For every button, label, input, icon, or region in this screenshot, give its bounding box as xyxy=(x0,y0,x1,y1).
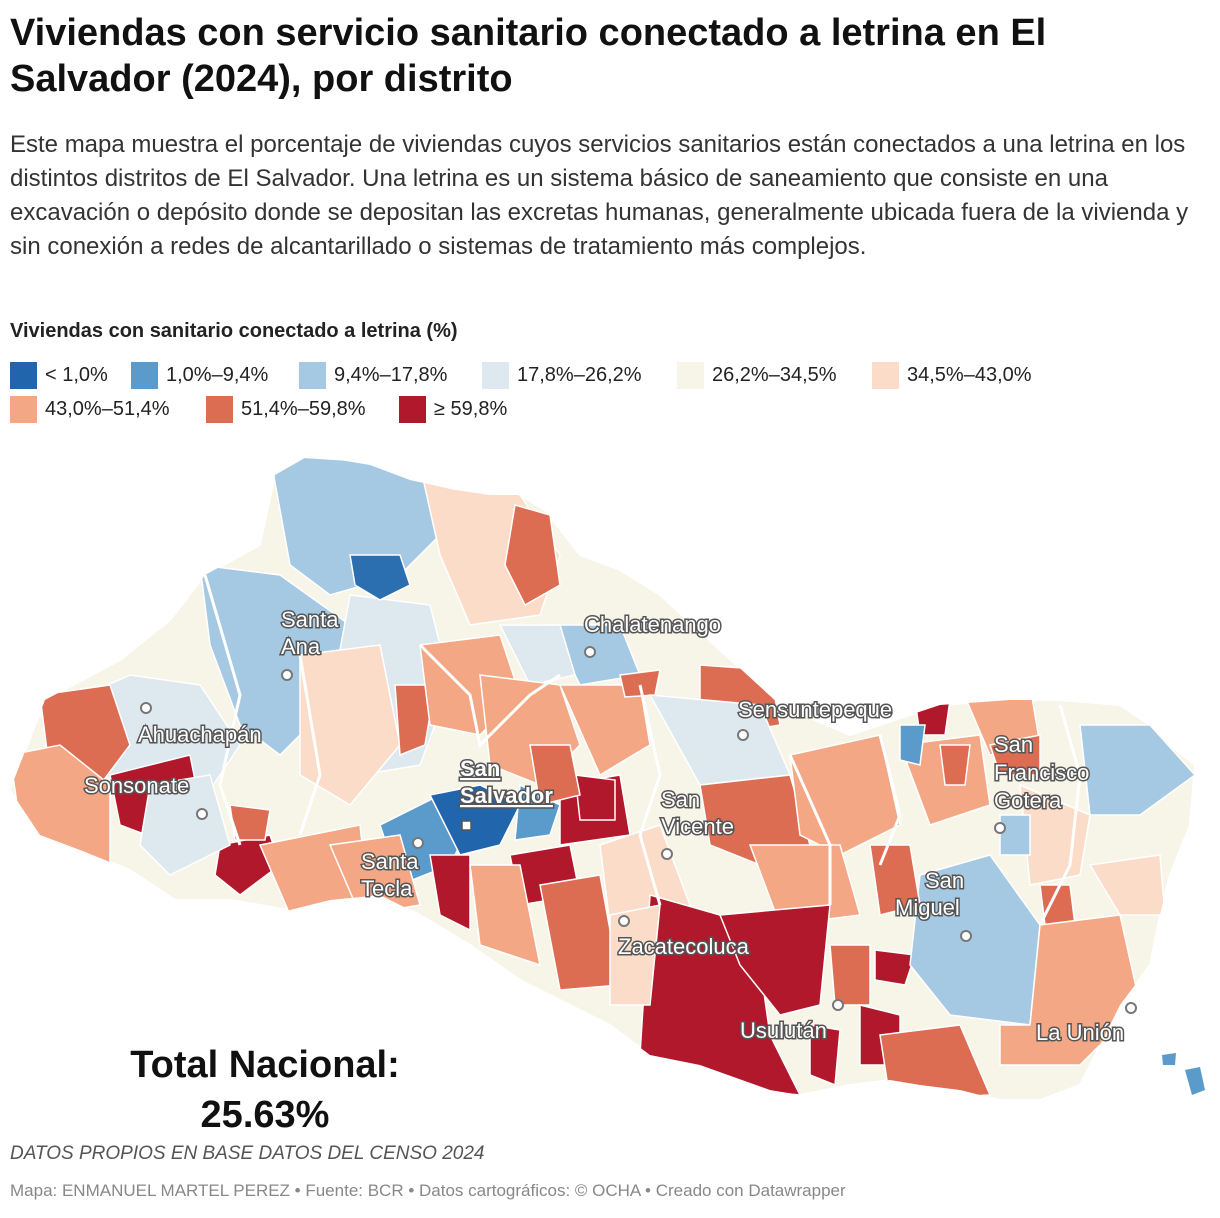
department-boundary xyxy=(638,684,662,906)
city-label-sensuntepeque: Sensuntepeque xyxy=(738,697,892,722)
total-value: 25.63% xyxy=(200,1094,330,1136)
el-salvador-map: Santa Ana Chalatenango Ahuachapán Sensunt… xyxy=(8,453,1205,1101)
legend-swatch xyxy=(872,361,899,389)
district-region xyxy=(789,734,901,856)
city-label-san-vicente: San Vicente xyxy=(661,787,734,839)
city-label-chalatenango: Chalatenango xyxy=(584,612,721,637)
district-region xyxy=(939,744,971,786)
district-region xyxy=(879,1024,992,1100)
district-region xyxy=(349,554,411,601)
district-region xyxy=(619,669,661,698)
city-marker xyxy=(281,669,293,681)
legend-item: ≥ 59,8% xyxy=(399,394,507,424)
legend-swatch xyxy=(299,361,326,389)
city-label-ahuachapan: Ahuachapán xyxy=(138,722,262,747)
district-region xyxy=(428,784,522,856)
city-label-usulutan: Usulután xyxy=(740,1018,827,1043)
legend-swatch xyxy=(131,361,158,389)
district-region xyxy=(718,904,831,1016)
city-label-san-salvador: San Salvador xyxy=(460,756,553,808)
district-region xyxy=(328,834,421,916)
district-region xyxy=(504,504,561,607)
city-label-san-miguel: San Miguel xyxy=(895,868,964,920)
legend-item: 43,0%–51,4% xyxy=(10,394,170,424)
city-marker xyxy=(832,999,844,1011)
legend-swatch xyxy=(10,361,37,389)
district-region xyxy=(829,944,871,1006)
city-marker xyxy=(960,930,972,942)
city-marker xyxy=(737,729,749,741)
legend-label: ≥ 59,8% xyxy=(434,397,508,420)
legend-item: 9,4%–17,8% xyxy=(299,360,447,390)
district-region xyxy=(899,724,926,766)
district-region xyxy=(989,734,1041,776)
department-boundary xyxy=(1038,704,1082,926)
city-label-santa-tecla: Santa Tecla xyxy=(361,849,419,901)
city-label-san-francisco-gotera: San Francisco Gotera xyxy=(994,732,1089,813)
legend-label: < 1,0% xyxy=(45,363,108,386)
legend-item: 26,2%–34,5% xyxy=(677,360,837,390)
department-boundary xyxy=(298,654,322,836)
district-region xyxy=(429,854,471,932)
legend-swatch xyxy=(206,395,233,423)
chart-description: Este mapa muestra el porcentaje de vivie… xyxy=(10,131,1189,260)
city-marker xyxy=(994,822,1006,834)
district-region xyxy=(299,644,401,806)
legend-label: 1,0%–9,4% xyxy=(166,363,269,386)
legend-label: 26,2%–34,5% xyxy=(712,363,837,386)
city-marker xyxy=(196,808,208,820)
city-label-zacatecoluca: Zacatecoluca xyxy=(618,934,750,959)
total-nacional: Total Nacional: 25.63% xyxy=(105,1040,425,1140)
capital-marker xyxy=(461,820,472,831)
district-region xyxy=(498,624,576,686)
department-boundary xyxy=(878,734,902,866)
district-region xyxy=(874,949,917,986)
source-note: DATOS PROPIOS EN BASE DATOS DEL CENSO 20… xyxy=(10,1143,485,1164)
department-boundary xyxy=(418,643,561,749)
city-marker xyxy=(618,915,630,927)
legend-label: 9,4%–17,8% xyxy=(334,363,448,386)
legend-item: < 1,0% xyxy=(10,360,108,390)
total-label: Total Nacional: xyxy=(130,1044,400,1086)
district-region xyxy=(469,864,541,967)
legend-title: Viviendas con sanitario conectado a letr… xyxy=(10,320,458,342)
city-label-la-union: La Unión xyxy=(1036,1020,1124,1045)
city-marker xyxy=(661,848,673,860)
legend-swatch xyxy=(10,395,37,423)
district-region xyxy=(748,844,861,926)
chart-title: Viviendas con servicio sanitario conecta… xyxy=(10,12,1047,100)
city-label-santa-ana: Santa Ana xyxy=(281,607,339,659)
department-boundary xyxy=(788,754,832,905)
legend-label: 43,0%–51,4% xyxy=(45,397,170,420)
district-region xyxy=(809,1024,841,1087)
department-boundary xyxy=(203,574,242,846)
legend-label: 17,8%–26,2% xyxy=(517,363,642,386)
footer-credits: Mapa: ENMANUEL MARTEL PEREZ • Fuente: BC… xyxy=(10,1181,846,1200)
legend-item: 17,8%–26,2% xyxy=(482,360,642,390)
island xyxy=(1185,1067,1205,1095)
city-marker xyxy=(584,646,596,658)
legend-swatch xyxy=(482,361,509,389)
legend-label: 34,5%–43,0% xyxy=(907,363,1032,386)
city-marker xyxy=(412,837,424,849)
city-marker xyxy=(140,702,152,714)
district-region xyxy=(574,774,616,821)
district-region xyxy=(999,814,1031,856)
legend-label: 51,4%–59,8% xyxy=(241,397,366,420)
legend-item: 1,0%–9,4% xyxy=(131,360,268,390)
district-region xyxy=(139,774,231,876)
legend-item: 34,5%–43,0% xyxy=(872,360,1032,390)
city-marker xyxy=(1125,1002,1137,1014)
legend-swatch xyxy=(677,361,704,389)
island xyxy=(1162,1053,1176,1065)
city-label-sonsonate: Sonsonate xyxy=(84,773,189,798)
district-region xyxy=(394,684,436,757)
legend-item: 51,4%–59,8% xyxy=(206,394,366,424)
district-region xyxy=(1079,724,1195,816)
district-region xyxy=(609,904,661,1006)
district-region xyxy=(558,684,651,777)
legend-swatch xyxy=(399,395,426,423)
district-region xyxy=(999,914,1141,1066)
district-region xyxy=(529,744,581,806)
